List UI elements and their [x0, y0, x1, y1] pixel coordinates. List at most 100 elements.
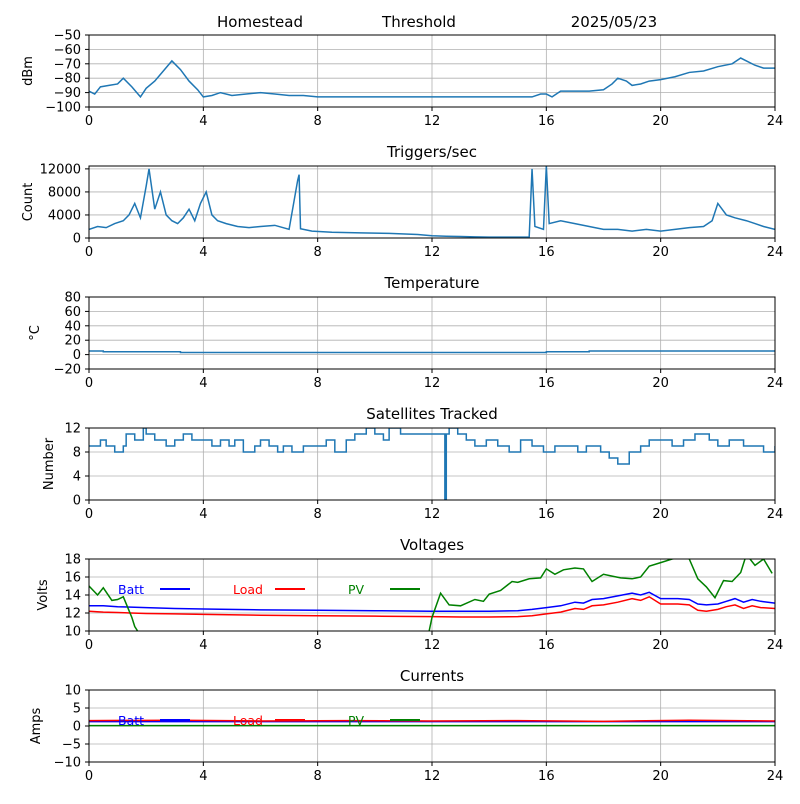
- temperature-xtick-label: 8: [314, 376, 322, 391]
- voltages-xtick-label: 20: [652, 638, 669, 653]
- signal-ytick-label: −100: [45, 101, 81, 116]
- triggers-ytick-label: 8000: [48, 185, 81, 200]
- currents-ytick-label: −10: [54, 756, 81, 771]
- currents-xtick-label: 24: [767, 769, 784, 784]
- temperature-xtick-label: 16: [538, 376, 555, 391]
- satellites-xtick-label: 16: [538, 507, 555, 522]
- satellites-ytick-label: 8: [73, 446, 81, 461]
- voltages-legend-label: Load: [233, 582, 263, 597]
- triggers-xtick-label: 12: [424, 245, 441, 260]
- triggers-ytick-label: 12000: [40, 162, 81, 177]
- currents-legend-label: Load: [233, 713, 263, 728]
- temperature-series-line0: [89, 350, 775, 354]
- header-mode: Threshold: [381, 13, 456, 31]
- triggers-xtick-label: 16: [538, 245, 555, 260]
- signal-xtick-label: 4: [199, 114, 207, 129]
- triggers-xtick-label: 0: [85, 245, 93, 260]
- satellites-ylabel: Number: [42, 437, 57, 490]
- voltages-xtick-label: 16: [538, 638, 555, 653]
- voltages-ytick-label: 10: [64, 625, 81, 640]
- temperature-ytick-label: 0: [73, 348, 81, 363]
- temperature-ylabel: °C: [28, 325, 43, 341]
- voltages-ytick-label: 12: [64, 607, 81, 622]
- signal-xtick-label: 16: [538, 114, 555, 129]
- signal-ytick-label: −80: [54, 72, 81, 87]
- signal-ytick-label: −90: [54, 86, 81, 101]
- triggers-xtick-label: 20: [652, 245, 669, 260]
- voltages-xtick-label: 0: [85, 638, 93, 653]
- triggers-ytick-label: 4000: [48, 208, 81, 223]
- triggers-ytick-label: 0: [73, 232, 81, 247]
- currents-ytick-label: 5: [73, 702, 81, 717]
- triggers-xtick-label: 8: [314, 245, 322, 260]
- satellites-series-line0: [89, 428, 775, 500]
- currents-ytick-label: 0: [73, 720, 81, 735]
- satellites-xtick-label: 12: [424, 507, 441, 522]
- signal-xtick-label: 24: [767, 114, 784, 129]
- voltages-ytick-label: 14: [64, 589, 81, 604]
- satellites-xtick-label: 0: [85, 507, 93, 522]
- voltages-series-line3: [428, 559, 773, 631]
- currents-ylabel: Amps: [29, 707, 44, 744]
- currents-ytick-label: −5: [62, 738, 81, 753]
- signal-ylabel: dBm: [21, 56, 36, 86]
- temperature-xtick-label: 24: [767, 376, 784, 391]
- satellites-ytick-label: 0: [73, 494, 81, 509]
- currents-series-load: [89, 719, 775, 723]
- temperature-xtick-label: 12: [424, 376, 441, 391]
- signal-xtick-label: 8: [314, 114, 322, 129]
- temperature-ytick-label: 80: [64, 291, 81, 306]
- temperature-ytick-label: 20: [64, 334, 81, 349]
- satellites-xtick-label: 20: [652, 507, 669, 522]
- temperature-ytick-label: −20: [54, 363, 81, 378]
- temperature-ytick-label: 40: [64, 319, 81, 334]
- currents-xtick-label: 12: [424, 769, 441, 784]
- triggers-ylabel: Count: [21, 183, 36, 222]
- signal-xtick-label: 20: [652, 114, 669, 129]
- satellites-ytick-label: 4: [73, 470, 81, 485]
- voltages-ylabel: Volts: [36, 579, 51, 611]
- currents-xtick-label: 4: [199, 769, 207, 784]
- signal-xtick-label: 0: [85, 114, 93, 129]
- satellites-title: Satellites Tracked: [366, 405, 497, 423]
- voltages-title: Voltages: [400, 536, 464, 554]
- voltages-ytick-label: 16: [64, 571, 81, 586]
- voltages-legend-label: Batt: [118, 582, 144, 597]
- signal-xtick-label: 12: [424, 114, 441, 129]
- currents-xtick-label: 8: [314, 769, 322, 784]
- currents-xtick-label: 20: [652, 769, 669, 784]
- temperature-xtick-label: 0: [85, 376, 93, 391]
- header-site: Homestead: [217, 13, 303, 31]
- voltages-series-batt: [89, 591, 775, 612]
- signal-series-line0: [89, 57, 775, 99]
- satellites-ytick-label: 12: [64, 422, 81, 437]
- signal-ytick-label: −50: [54, 29, 81, 44]
- currents-ytick-label: 10: [64, 684, 81, 699]
- voltages-xtick-label: 8: [314, 638, 322, 653]
- voltages-legend-label: PV: [348, 582, 365, 597]
- triggers-title: Triggers/sec: [386, 143, 477, 161]
- triggers-xtick-label: 4: [199, 245, 207, 260]
- currents-legend-label: Batt: [118, 713, 144, 728]
- temperature-xtick-label: 4: [199, 376, 207, 391]
- temperature-xtick-label: 20: [652, 376, 669, 391]
- satellites-xtick-label: 8: [314, 507, 322, 522]
- signal-ytick-label: −70: [54, 57, 81, 72]
- voltages-series-load: [89, 595, 775, 618]
- triggers-xtick-label: 24: [767, 245, 784, 260]
- currents-title: Currents: [400, 667, 464, 685]
- triggers-series-line0: [89, 166, 775, 238]
- signal-ytick-label: −60: [54, 43, 81, 58]
- currents-legend-label: PV: [348, 713, 365, 728]
- currents-xtick-label: 0: [85, 769, 93, 784]
- temperature-ytick-label: 60: [64, 305, 81, 320]
- voltages-series-pv: [89, 585, 139, 631]
- satellites-xtick-label: 24: [767, 507, 784, 522]
- voltages-xtick-label: 12: [424, 638, 441, 653]
- voltages-ytick-label: 18: [64, 553, 81, 568]
- voltages-xtick-label: 24: [767, 638, 784, 653]
- satellites-xtick-label: 4: [199, 507, 207, 522]
- voltages-xtick-label: 4: [199, 638, 207, 653]
- temperature-title: Temperature: [383, 274, 479, 292]
